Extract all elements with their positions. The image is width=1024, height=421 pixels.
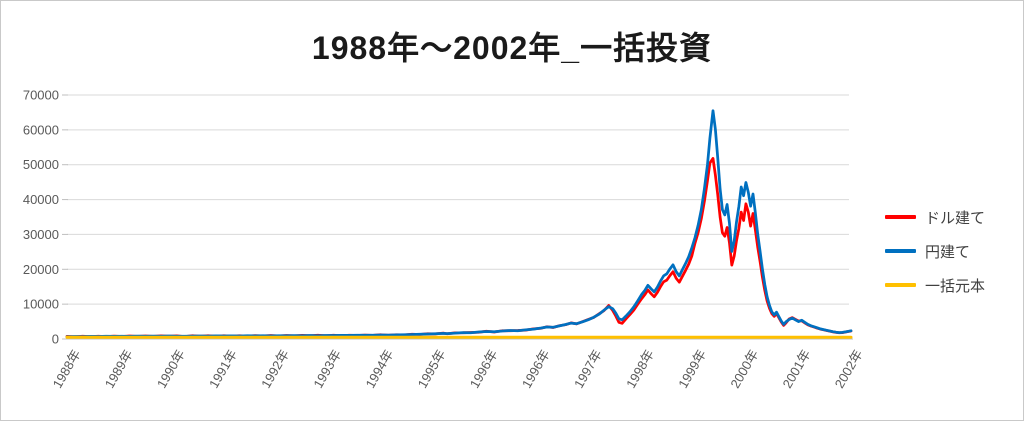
y-axis-label: 20000 (23, 262, 59, 277)
legend-item-yen: 円建て (885, 234, 985, 268)
legend-swatch-yen (885, 249, 916, 253)
y-axis-label: 60000 (23, 122, 59, 137)
x-axis-label: 1992年 (258, 347, 292, 391)
y-axis-label: 30000 (23, 227, 59, 242)
legend-item-principal: 一括元本 (885, 268, 985, 302)
legend-label-dollar: ドル建て (925, 209, 986, 227)
y-axis-label: 0 (52, 332, 59, 347)
x-axis-label: 2002年 (832, 347, 866, 391)
legend: ドル建て 円建て 一括元本 (885, 200, 985, 302)
legend-swatch-dollar (885, 215, 916, 219)
x-axis-label: 1994年 (362, 347, 396, 391)
y-axis-label: 70000 (23, 88, 59, 103)
x-axis-label: 2001年 (779, 347, 813, 391)
x-axis-label: 1988年 (50, 347, 84, 391)
x-axis-label: 1998年 (623, 347, 657, 391)
y-axis-label: 50000 (23, 157, 59, 172)
series-line-yen (65, 109, 853, 339)
x-axis-label: 1990年 (154, 347, 188, 391)
y-axis-label: 10000 (23, 297, 59, 312)
legend-swatch-principal (885, 283, 916, 287)
x-axis-label: 1995年 (415, 347, 449, 391)
x-axis-label: 2000年 (727, 347, 761, 391)
x-axis-label: 1999年 (675, 347, 709, 391)
x-axis-label: 1993年 (310, 347, 344, 391)
x-axis-label: 1996年 (519, 347, 553, 391)
x-axis-label: 1991年 (206, 347, 240, 391)
chart-title: 1988年～2002年_一括投資 (311, 30, 713, 66)
x-axis-label: 1996年 (467, 347, 501, 391)
y-axis-label: 40000 (23, 192, 59, 207)
legend-label-yen: 円建て (925, 243, 971, 261)
x-axis-label: 1989年 (102, 347, 136, 391)
x-axis-label: 1997年 (571, 347, 605, 391)
legend-label-principal: 一括元本 (925, 277, 986, 295)
legend-item-dollar: ドル建て (885, 200, 985, 234)
